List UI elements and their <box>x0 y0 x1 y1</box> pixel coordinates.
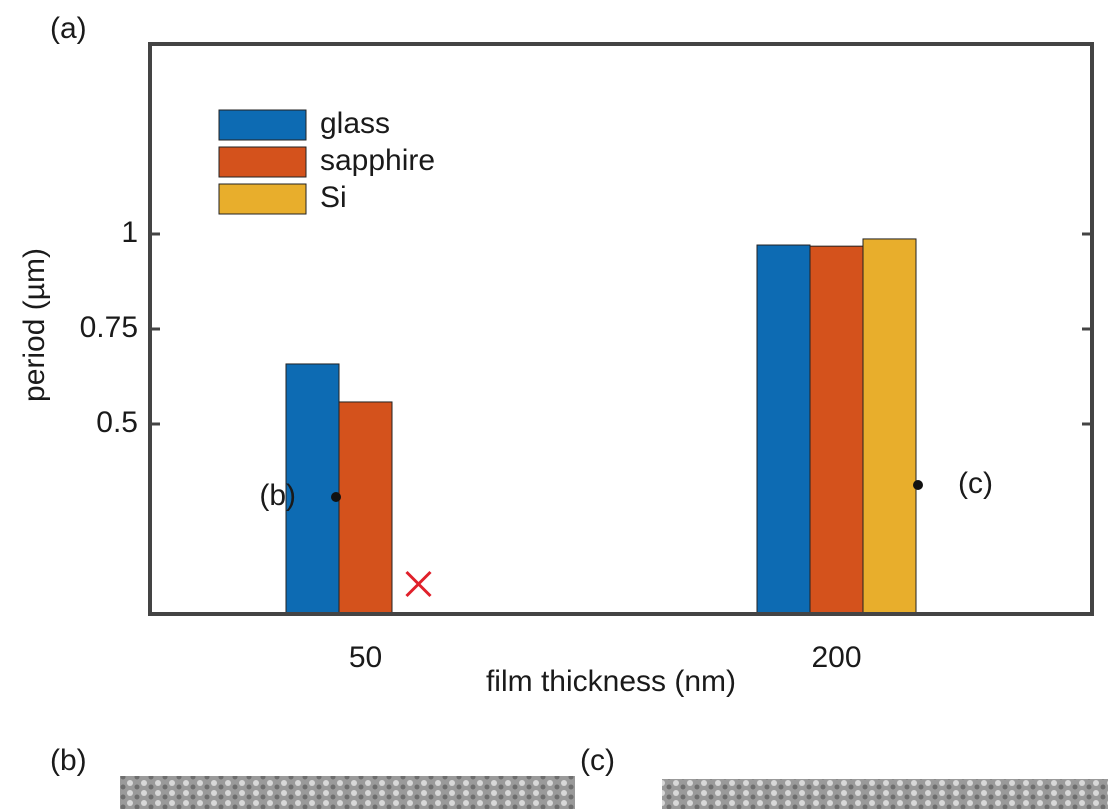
annotation: (b) <box>259 479 296 512</box>
x-tick-label: 200 <box>811 641 861 674</box>
bar <box>863 239 916 614</box>
legend-swatch <box>219 110 306 140</box>
legend-swatch <box>219 147 306 177</box>
sem-image-b <box>120 776 575 809</box>
bar <box>810 246 863 614</box>
missing-marker <box>407 572 431 596</box>
legend-label: Si <box>320 181 347 214</box>
y-tick-label: 0.75 <box>80 311 138 344</box>
sem-image-c <box>662 779 1108 809</box>
annotation-dot <box>331 492 341 502</box>
x-axis-label: film thickness (nm) <box>486 665 736 698</box>
annotation: (c) <box>958 467 993 500</box>
figure: (a) (b) (c) film thickness (nm) period (… <box>0 0 1108 809</box>
panel-label: (c) <box>580 744 615 777</box>
y-tick-label: 1 <box>121 216 138 249</box>
bar <box>339 402 392 614</box>
x-tick-label: 50 <box>349 641 382 674</box>
legend-label: sapphire <box>320 144 435 177</box>
y-tick-label: 0.5 <box>96 406 138 439</box>
panel-label: (a) <box>50 12 87 45</box>
annotation-dot <box>913 480 923 490</box>
panel-label: (b) <box>50 744 87 777</box>
y-axis-label: period (µm) <box>18 248 51 402</box>
bar <box>757 245 810 614</box>
legend-swatch <box>219 184 306 214</box>
legend-label: glass <box>320 107 390 140</box>
